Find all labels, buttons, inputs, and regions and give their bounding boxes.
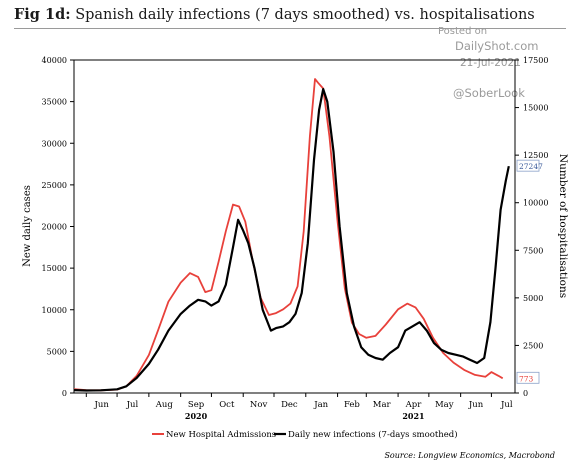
end-marker-infections-label: 27247 <box>519 162 543 171</box>
x-tick-label: Dec <box>281 400 298 410</box>
x-tick-label: Aug <box>155 400 174 410</box>
x-tick-label: Jun <box>468 400 484 410</box>
y-tick-label: 30000 <box>42 139 67 148</box>
legend: New Hospital Admissions Daily new infecti… <box>152 429 458 440</box>
page-title: Fig 1d: Spanish daily infections (7 days… <box>14 6 535 23</box>
y2-tick-label: 10000 <box>523 199 548 208</box>
figure-label: Fig 1d: <box>14 6 71 23</box>
x-tick-label: Nov <box>250 400 268 410</box>
y2-tick-label: 7500 <box>523 246 543 255</box>
end-marker-hospital-box <box>516 371 540 384</box>
y-tick-label: 20000 <box>42 223 67 232</box>
end-markers: 27247 773 <box>516 159 543 384</box>
y-tick-label: 15000 <box>42 264 67 273</box>
plot-frame <box>73 59 516 394</box>
y-tick-label: 5000 <box>47 347 67 356</box>
y2-tick-label: 5000 <box>523 294 543 303</box>
y2-tick-label: 2500 <box>523 341 543 350</box>
y2-tick-label: 15000 <box>523 104 548 113</box>
series-line-infections <box>73 88 510 392</box>
series-line-hospital <box>73 78 504 392</box>
x-tick-label: Mar <box>373 400 392 410</box>
ylabel: New daily cases <box>22 185 33 267</box>
x-tick-label: Apr <box>405 400 423 410</box>
title-rule <box>14 28 566 29</box>
end-marker-infections-box <box>516 159 540 172</box>
y2-tick-label: 12500 <box>523 151 548 160</box>
watermark-posted: Posted on <box>438 26 487 37</box>
year-label: 2021 <box>402 411 424 421</box>
figure-title: Spanish daily infections (7 days smoothe… <box>75 7 535 23</box>
legend-label-infections: Daily new infections (7-days smoothed) <box>288 429 458 440</box>
axes: 0500010000150002000025000300003500040000… <box>42 56 549 421</box>
y-tick-label: 0 <box>62 389 67 398</box>
x-tick-label: Jul <box>500 400 513 410</box>
watermark-site: DailyShot.com <box>455 39 538 53</box>
y2-tick-label: 17500 <box>523 56 548 65</box>
y-tick-label: 10000 <box>42 306 67 315</box>
source-note: Source: Longview Economics, Macrobond <box>384 451 555 460</box>
end-marker-hospital-label: 773 <box>519 374 534 383</box>
series-lines <box>73 78 510 392</box>
x-tick-label: Feb <box>344 400 360 410</box>
x-tick-label: Jul <box>126 400 139 410</box>
watermark-date: 21-Jul-2021 <box>460 57 521 69</box>
year-label: 2020 <box>185 411 208 421</box>
y-tick-label: 35000 <box>42 98 67 107</box>
x-tick-label: Sep <box>188 400 205 410</box>
x-tick-label: May <box>435 400 454 410</box>
y2-tick-label: 0 <box>523 389 528 398</box>
legend-label-hospital: New Hospital Admissions <box>166 430 276 440</box>
x-tick-label: Jan <box>313 400 328 410</box>
x-tick-label: Jun <box>94 400 110 410</box>
y-tick-label: 40000 <box>42 56 67 65</box>
watermark-handle: @SoberLook <box>453 86 525 100</box>
y-tick-label: 25000 <box>42 181 67 190</box>
y2label: Number of hospitalisations <box>557 154 569 298</box>
x-tick-label: Oct <box>219 400 235 410</box>
